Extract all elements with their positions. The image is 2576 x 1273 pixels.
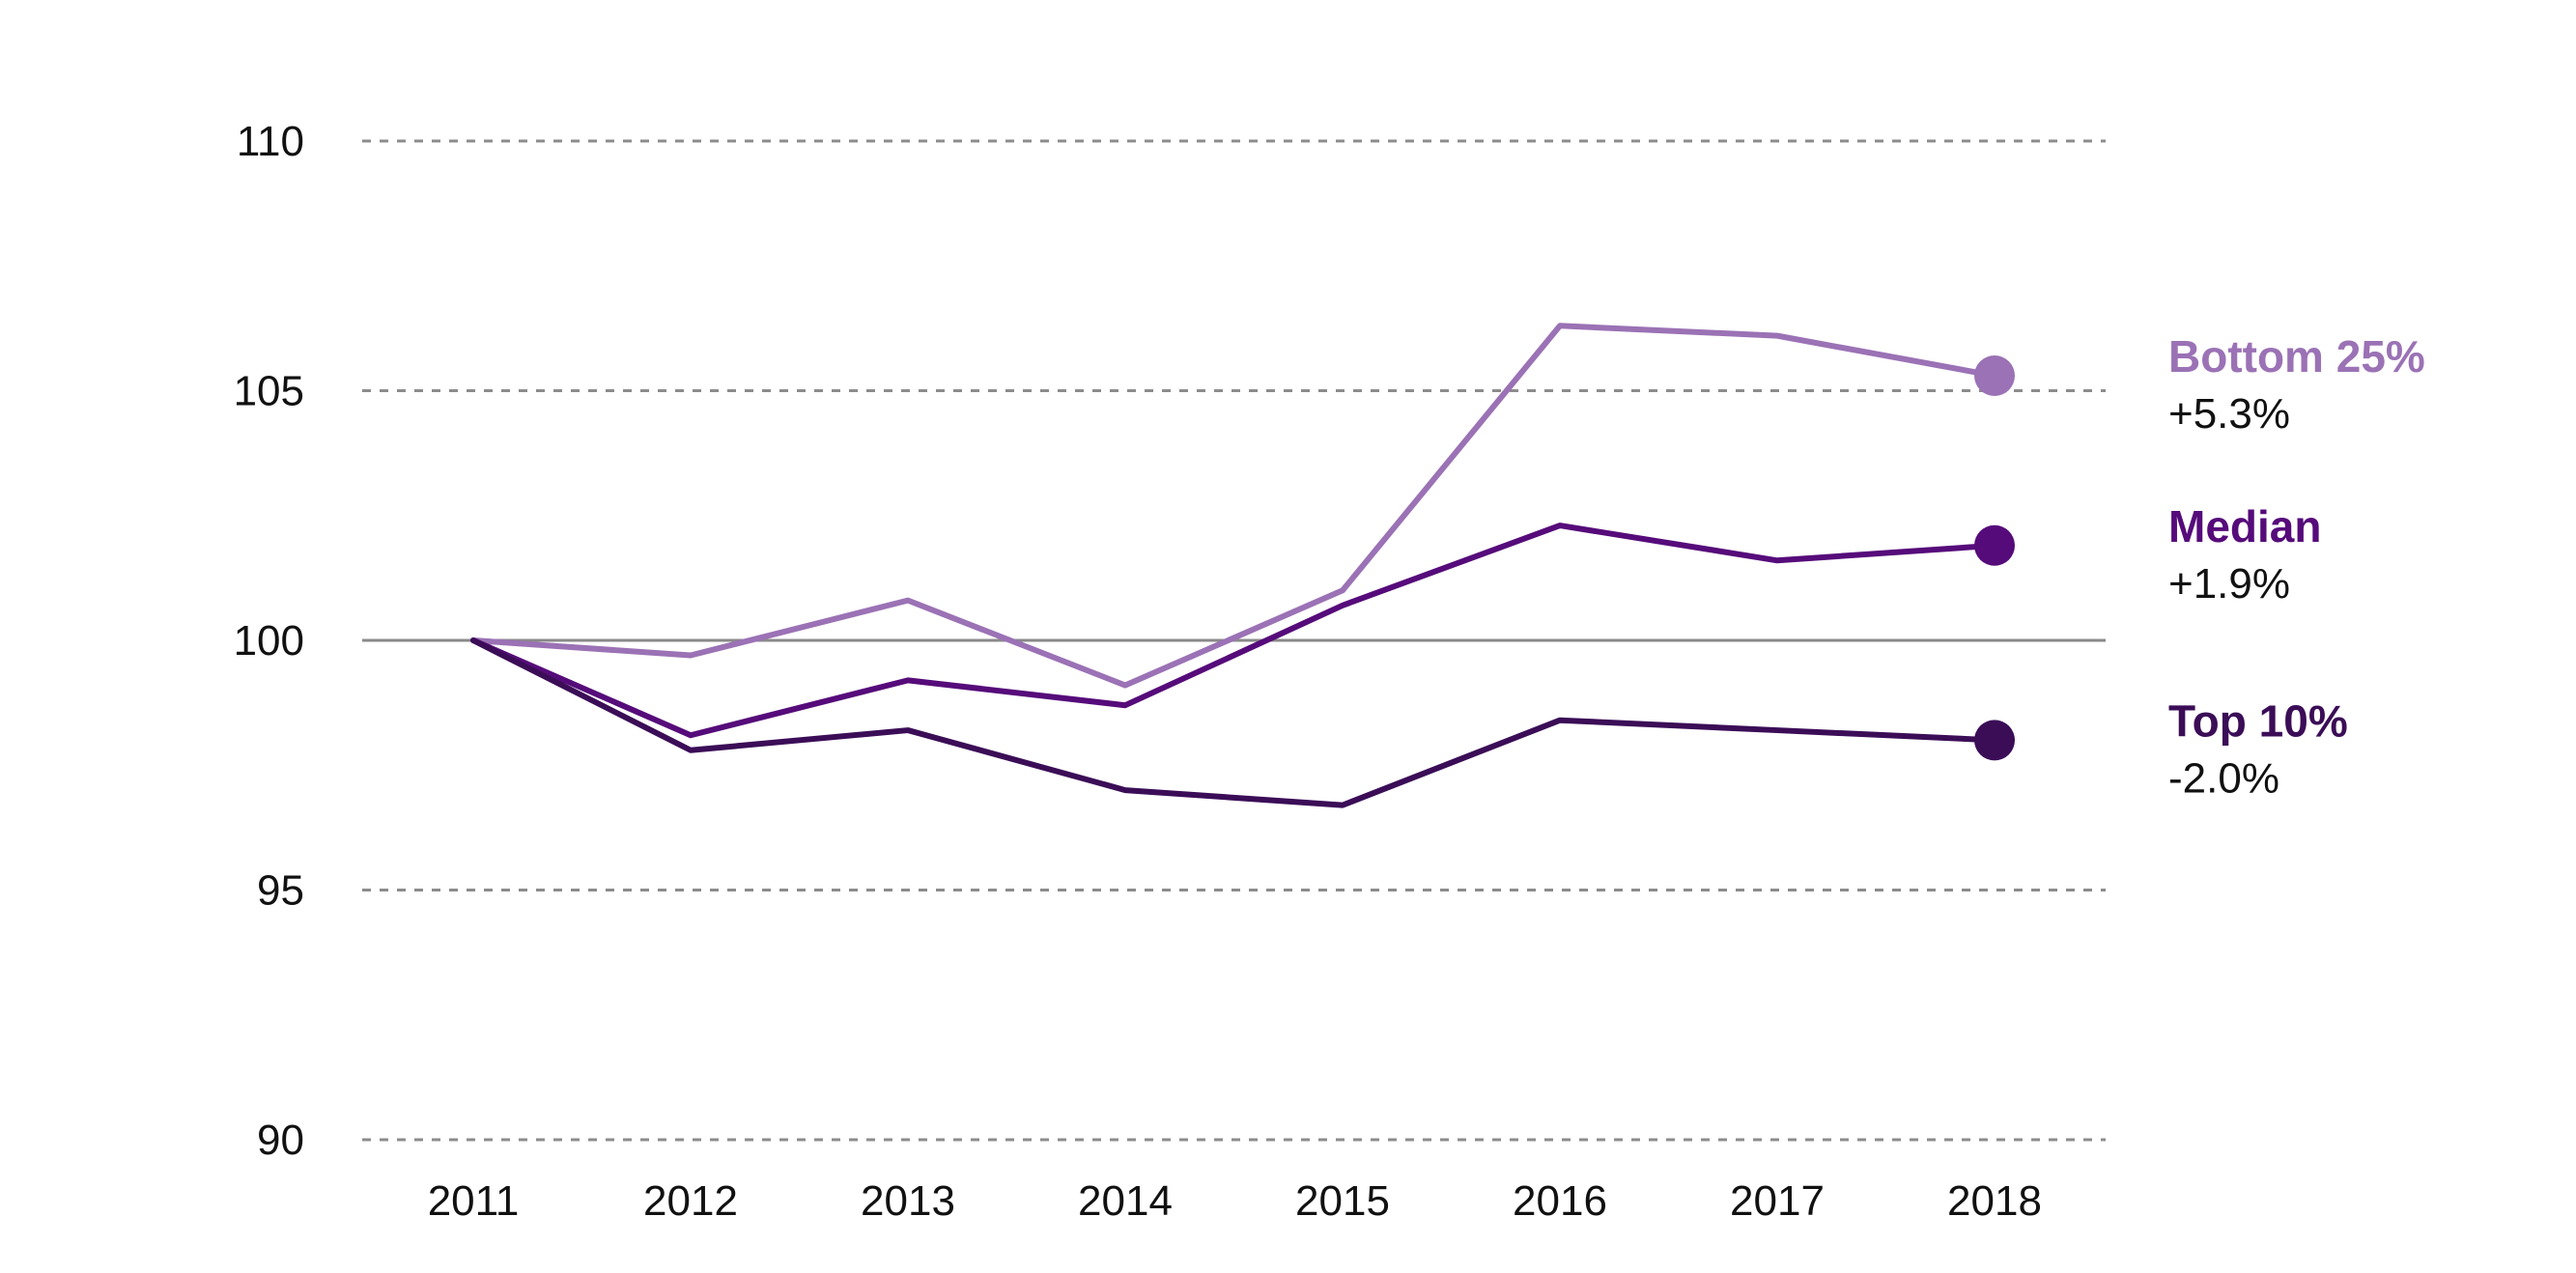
series-name-label: Top 10% [2168, 695, 2348, 746]
y-tick-label: 105 [234, 368, 304, 415]
series-end-marker [1974, 354, 2015, 396]
x-axis-ticks: 2011 2012 2013 2014 2015 2016 2017 2018 [428, 1177, 2042, 1225]
series-line [470, 523, 1997, 739]
x-tick-label: 2016 [1513, 1177, 1607, 1225]
series-line [470, 323, 1997, 689]
x-tick-label: 2014 [1078, 1177, 1173, 1225]
series-lines [470, 323, 1997, 808]
series-labels: Bottom 25% +5.3% Median +1.9% Top 10% -2.0% [2168, 331, 2425, 802]
x-tick-label: 2012 [643, 1177, 738, 1225]
series-name-label: Median [2168, 501, 2321, 552]
series-end-markers [1974, 354, 2015, 761]
y-tick-label: 100 [234, 617, 304, 665]
y-tick-label: 110 [237, 118, 304, 165]
series-end-marker [1974, 524, 2015, 566]
y-tick-label: 95 [257, 867, 304, 915]
x-tick-label: 2013 [861, 1177, 955, 1225]
x-tick-label: 2018 [1947, 1177, 2042, 1225]
series-end-marker [1974, 720, 2015, 761]
x-tick-label: 2017 [1730, 1177, 1825, 1225]
series-name-label: Bottom 25% [2168, 331, 2425, 382]
x-tick-label: 2011 [428, 1177, 520, 1225]
y-axis-ticks: 110 105 100 95 90 [234, 118, 304, 1164]
y-tick-label: 90 [257, 1117, 304, 1164]
x-tick-label: 2015 [1295, 1177, 1390, 1225]
series-change-label: -2.0% [2168, 754, 2279, 802]
series-change-label: +1.9% [2168, 560, 2290, 608]
series-change-label: +5.3% [2168, 390, 2290, 438]
series-line [470, 637, 1997, 808]
